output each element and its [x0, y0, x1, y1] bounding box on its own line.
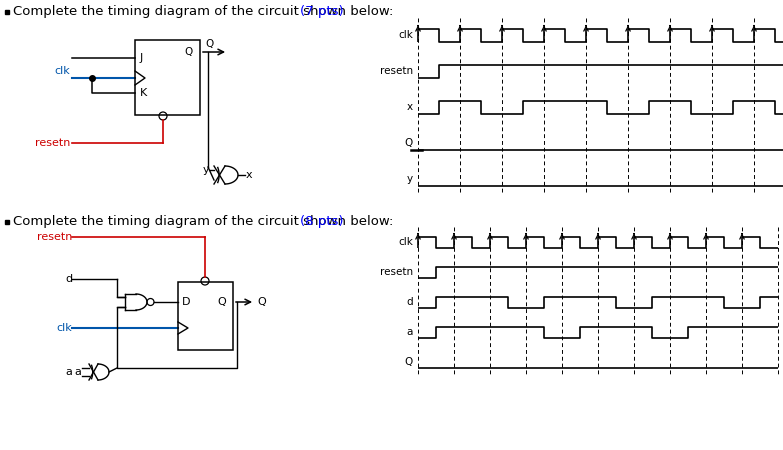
Text: Q: Q	[405, 357, 413, 367]
Text: a: a	[74, 367, 81, 377]
Bar	[135, 40, 200, 115]
Text: clk: clk	[56, 323, 72, 333]
Text: resetn: resetn	[34, 138, 70, 148]
Text: (7 pts): (7 pts)	[300, 5, 344, 18]
Text: Q: Q	[205, 39, 213, 49]
Text: resetn: resetn	[380, 267, 413, 277]
Text: x: x	[246, 170, 253, 180]
Text: clk: clk	[398, 237, 413, 247]
Text: x: x	[407, 102, 413, 112]
Text: y: y	[202, 165, 209, 175]
Text: K: K	[140, 88, 147, 98]
Text: d: d	[65, 274, 72, 284]
Text: Q: Q	[184, 47, 193, 57]
Text: Complete the timing diagram of the circuit shown below:: Complete the timing diagram of the circu…	[13, 216, 398, 229]
Text: D: D	[182, 297, 190, 307]
Text: J: J	[140, 53, 143, 63]
Text: a: a	[406, 327, 413, 337]
Text: clk: clk	[398, 30, 413, 40]
Text: resetn: resetn	[380, 66, 413, 76]
Text: y: y	[407, 174, 413, 184]
Text: Q: Q	[405, 138, 413, 148]
Text: a: a	[65, 367, 72, 377]
Text: Q: Q	[217, 297, 226, 307]
Text: Complete the timing diagram of the circuit shown below:: Complete the timing diagram of the circu…	[13, 5, 398, 18]
Bar	[178, 282, 233, 350]
Text: d: d	[406, 297, 413, 307]
Text: Q: Q	[257, 297, 265, 307]
Text: (8 pts): (8 pts)	[300, 216, 344, 229]
Text: clk: clk	[54, 66, 70, 76]
Text: resetn: resetn	[37, 232, 72, 242]
